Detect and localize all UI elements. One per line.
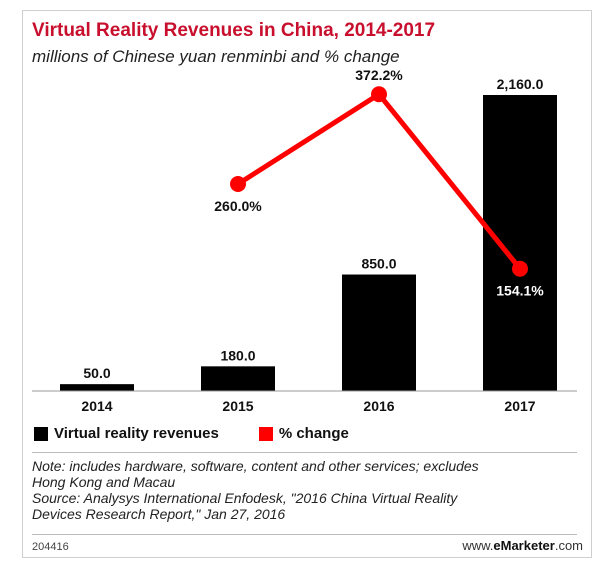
legend-swatch-change bbox=[258, 426, 273, 441]
bar bbox=[201, 366, 275, 391]
line-point bbox=[230, 176, 246, 192]
x-tick-label: 2017 bbox=[504, 398, 535, 414]
footnote-line: Devices Research Report," Jan 27, 2016 bbox=[32, 506, 286, 522]
x-tick-label: 2016 bbox=[363, 398, 394, 414]
bar bbox=[342, 274, 416, 391]
x-tick-label: 2015 bbox=[222, 398, 253, 414]
divider-top bbox=[32, 452, 577, 453]
legend-item-change: % change bbox=[258, 425, 349, 442]
chart-subtitle: millions of Chinese yuan renminbi and % … bbox=[32, 47, 400, 66]
bar-value-label: 2,160.0 bbox=[497, 76, 544, 92]
brand-prefix: www. bbox=[462, 538, 494, 553]
bar-value-label: 180.0 bbox=[220, 347, 255, 363]
chart-plot: 50.0 180.0 850.0 2,160.0 2014 2015 2016 2017 2… bbox=[32, 67, 577, 414]
bar-group: 50.0 180.0 850.0 2,160.0 bbox=[60, 76, 557, 391]
legend-label-change: % change bbox=[278, 425, 349, 442]
bar-value-label: 50.0 bbox=[83, 365, 110, 381]
divider-bottom bbox=[32, 534, 577, 535]
line-point bbox=[512, 260, 528, 277]
footnote-line: Source: Analysys International Enfodesk,… bbox=[32, 490, 458, 506]
line-value-label: 372.2% bbox=[355, 67, 403, 83]
x-tick-labels: 2014 2015 2016 2017 bbox=[81, 398, 535, 414]
line-path bbox=[236, 91, 522, 271]
footnote-line: Note: includes hardware, software, conte… bbox=[32, 458, 479, 474]
legend: Virtual reality revenues % change bbox=[34, 425, 389, 442]
brand-name: eMarketer bbox=[493, 538, 555, 553]
chart-id: 204416 bbox=[32, 541, 69, 553]
legend-item-revenues: Virtual reality revenues bbox=[34, 425, 219, 442]
brand-credit[interactable]: www.eMarketer.com bbox=[462, 538, 583, 553]
chart-title: Virtual Reality Revenues in China, 2014-… bbox=[32, 20, 436, 41]
bar-value-label: 850.0 bbox=[361, 256, 396, 272]
legend-label-revenues: Virtual reality revenues bbox=[54, 425, 219, 442]
bar bbox=[60, 384, 134, 391]
x-tick-label: 2014 bbox=[81, 398, 112, 414]
brand-suffix: .com bbox=[554, 538, 583, 553]
line-value-label: 154.1% bbox=[496, 283, 544, 299]
footnote-line: Hong Kong and Macau bbox=[32, 474, 176, 490]
line-series: 260.0% 372.2% 154.1% bbox=[214, 67, 544, 298]
footnote: Note: includes hardware, software, conte… bbox=[32, 458, 577, 522]
line-value-label: 260.0% bbox=[214, 198, 262, 214]
legend-swatch-revenues bbox=[34, 426, 48, 441]
line-point bbox=[371, 86, 387, 103]
bar bbox=[483, 95, 557, 391]
